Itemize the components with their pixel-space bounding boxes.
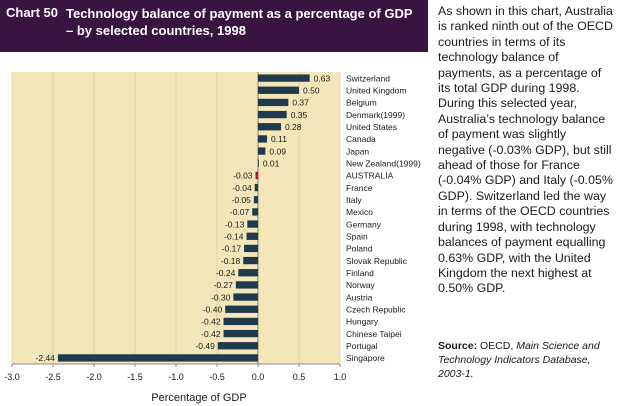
category-label: Spain [346, 231, 368, 241]
value-label: -0.49 [195, 341, 215, 351]
value-label: -0.24 [216, 268, 236, 278]
value-label: -0.17 [222, 244, 242, 254]
chart-title: Technology balance of payment as a perce… [66, 6, 413, 38]
source-title: Main Science and Technology Indicators D… [438, 340, 600, 380]
x-axis-label: Percentage of GDP [151, 392, 246, 404]
value-label: -0.05 [232, 195, 252, 205]
value-label: 0.01 [263, 158, 280, 168]
category-label: Slovak Republic [346, 256, 408, 266]
value-label: 0.28 [285, 122, 302, 132]
value-label: -0.27 [213, 280, 233, 290]
tick-label: -3.0 [4, 372, 20, 382]
bar-czech-republic [225, 305, 258, 313]
value-label: 0.37 [292, 98, 309, 108]
category-label: Germany [346, 219, 382, 229]
plot-area [11, 72, 341, 365]
category-label: Czech Republic [346, 304, 406, 314]
category-label: Austria [346, 292, 373, 302]
category-label: Denmark(1999) [346, 110, 405, 120]
bar-italy [253, 196, 258, 204]
category-label: Norway [346, 280, 376, 290]
value-label: -0.18 [221, 256, 241, 266]
value-labels: 0.63 0.50 0.37 0.35 0.28 0.11 0.09 0.01 -0.03 -0.… [36, 73, 331, 363]
value-label: 0.63 [314, 73, 331, 83]
bar-poland [244, 244, 258, 253]
category-label: Singapore [346, 353, 385, 363]
category-label: United Kingdom [346, 85, 406, 95]
category-label: Canada [346, 134, 376, 144]
description-text: As shown in this chart, Australia is ran… [438, 4, 613, 296]
value-label: -2.44 [36, 353, 56, 363]
bar-australia [255, 171, 258, 180]
bar-chinese-taipei [223, 329, 258, 338]
tick-label: -2.0 [86, 372, 102, 382]
value-label: 0.50 [303, 85, 320, 95]
category-label: Hungary [346, 317, 379, 327]
category-label: Poland [346, 244, 373, 254]
value-label: -0.42 [201, 317, 221, 327]
value-label: -0.07 [230, 207, 250, 217]
bar-denmark-1999 [258, 110, 287, 119]
bar-france [254, 183, 258, 192]
bar-austria [233, 293, 258, 301]
value-label: -0.14 [224, 231, 244, 241]
bar-united-states [258, 123, 281, 131]
bar-spain [246, 232, 258, 240]
bar-portugal [217, 342, 258, 350]
tick-label: -0.5 [209, 372, 225, 382]
tick-label: -2.5 [45, 372, 61, 382]
source-label: Source: [438, 340, 478, 352]
tick-label: 1.0 [334, 372, 347, 382]
tick-label: -1.5 [127, 372, 143, 382]
value-label: 0.11 [271, 134, 287, 144]
value-label: -0.30 [211, 292, 231, 302]
x-axis: -3.0 -2.5 -2.0 -1.5 -1.0 -0.5 0.0 0.5 1.0 [4, 364, 346, 382]
chart-title-bar: Chart 50 Technology balance of payment a… [0, 0, 428, 52]
bar-united-kingdom [258, 86, 299, 94]
bar-new-zealand-1999 [258, 159, 259, 167]
category-label: Portugal [346, 341, 378, 351]
category-label: United States [346, 122, 397, 132]
bar-switzerland [258, 74, 310, 82]
bar-singapore [57, 354, 258, 362]
value-label: -0.04 [232, 183, 252, 193]
bar-canada [258, 135, 268, 143]
bar-slovak-republic [243, 256, 258, 265]
bar-chart: 0.63 0.50 0.37 0.35 0.28 0.11 0.09 0.01 -0.03 -0.… [4, 72, 421, 404]
bar-hungary [223, 317, 258, 326]
bar-norway [235, 281, 258, 289]
tick-label: 0.0 [252, 372, 265, 382]
source-note: Source: OECD, Main Science and Technolog… [438, 339, 616, 381]
bars [57, 74, 310, 362]
bar-germany [247, 220, 258, 228]
value-label: 0.35 [291, 110, 308, 120]
category-label: Mexico [346, 207, 373, 217]
category-label: New Zealand(1999) [346, 158, 421, 168]
value-label: -0.42 [201, 329, 221, 339]
category-label: Italy [346, 195, 362, 205]
bar-belgium [258, 98, 289, 107]
category-label: Japan [346, 146, 369, 156]
category-label: Belgium [346, 98, 377, 108]
tick-label: -1.0 [168, 372, 184, 382]
category-label: Chinese Taipei [346, 329, 402, 339]
category-label: AUSTRALIA [346, 171, 394, 181]
category-labels: Switzerland United Kingdom Belgium Denmark(… [346, 73, 421, 363]
value-label: 0.09 [269, 146, 286, 156]
bar-mexico [252, 208, 258, 216]
bar-japan [258, 147, 266, 155]
value-label: -0.40 [203, 304, 223, 314]
source-org: OECD, [480, 340, 514, 352]
chart-number: Chart 50 [6, 5, 59, 20]
category-label: France [346, 183, 373, 193]
category-label: Finland [346, 268, 374, 278]
bar-finland [238, 269, 258, 277]
value-label: -0.03 [233, 171, 253, 181]
tick-label: 0.5 [293, 372, 306, 382]
value-label: -0.13 [225, 219, 245, 229]
category-label: Switzerland [346, 73, 390, 83]
